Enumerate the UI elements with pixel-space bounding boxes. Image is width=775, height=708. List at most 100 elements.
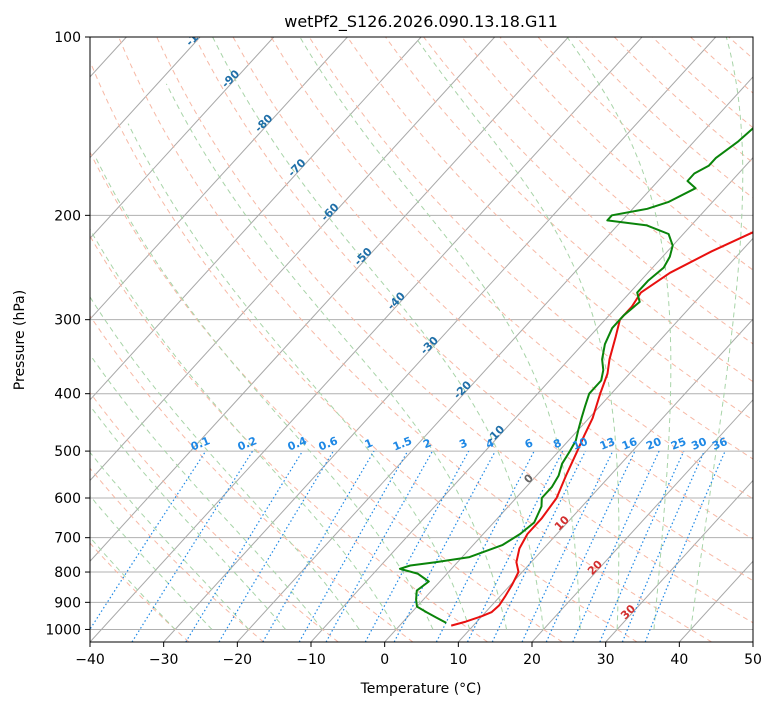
dry-adiabat	[90, 467, 264, 642]
isotherm-label: -70	[285, 156, 308, 179]
mixing-ratio-line	[185, 450, 304, 642]
dry-adiabat	[90, 391, 339, 642]
isotherm-line	[457, 318, 753, 642]
isotherm-line	[90, 37, 496, 482]
dry-adiabat	[728, 37, 753, 60]
mixing-ratio-label: 36	[710, 435, 729, 453]
dry-adiabat	[90, 314, 414, 642]
dry-adiabat	[90, 151, 563, 642]
mixing-ratio-line	[621, 450, 705, 642]
isotherm-line	[752, 641, 753, 642]
mixing-ratio-line	[325, 450, 434, 642]
isotherm-label: 10	[552, 513, 572, 533]
x-axis-label: Temperature (°C)	[360, 681, 482, 697]
mixing-ratio-line	[90, 450, 207, 631]
moist-adiabat	[414, 37, 620, 630]
inplot-labels: 0.1 0.2 0.4 0.6 1 1.5 2 3 4 6 8 10 13 16 20 25 30 36-100-…	[183, 37, 729, 666]
isotherm-label: -20	[451, 378, 474, 401]
mixing-ratio-line	[393, 450, 496, 642]
moist-adiabat	[90, 404, 286, 630]
x-tick-label: 40	[670, 652, 688, 668]
mixing-ratio-label: 30	[689, 435, 708, 453]
temperature-line	[450, 231, 753, 627]
isotherm-line	[90, 37, 422, 401]
mixing-ratio-label: 1	[363, 436, 375, 451]
dry-adiabat	[385, 37, 753, 383]
x-tick-label: −40	[75, 652, 105, 668]
mixing-ratio-line	[644, 450, 726, 642]
isotherm-line	[163, 37, 717, 642]
mixing-ratio-label: 20	[644, 435, 663, 453]
dry-adiabat	[690, 37, 753, 94]
mixing-ratio-line	[262, 450, 375, 642]
background-lines	[90, 37, 753, 642]
moist-adiabat	[90, 296, 360, 630]
y-axis-label: Pressure (hPa)	[12, 290, 28, 390]
y-tick-label: 1000	[45, 622, 81, 638]
dry-adiabat	[194, 37, 753, 582]
chart-title: wetPf2_S126.2026.090.13.18.G11	[284, 12, 558, 32]
series-lines	[398, 126, 753, 627]
axis-ticks: −40 −30 −20 −10 0 10 20 30 40 50 1000 900 800 700 600 5…	[45, 30, 762, 668]
isotherm-label: 40	[651, 646, 671, 666]
mixing-ratio-line	[466, 450, 564, 642]
y-tick-label: 200	[54, 208, 81, 224]
isotherm-label: -80	[252, 112, 275, 135]
mixing-ratio-line	[491, 450, 586, 642]
isotherm-line	[310, 156, 753, 642]
isotherm-line	[236, 76, 753, 642]
x-tick-label: 30	[597, 652, 615, 668]
dry-adiabat	[537, 37, 753, 235]
dry-adiabat	[270, 37, 753, 500]
plot-frame	[89, 36, 754, 643]
moist-adiabat	[127, 123, 471, 630]
y-tick-label: 900	[54, 595, 81, 611]
mixing-ratio-line	[131, 450, 254, 642]
moist-adiabat	[95, 157, 434, 630]
mixing-ratio-label: 3	[457, 436, 469, 451]
y-tick-label: 600	[54, 491, 81, 507]
x-tick-label: −30	[149, 652, 179, 668]
y-tick-label: 400	[54, 387, 81, 403]
dry-adiabat	[461, 37, 753, 308]
mixing-ratio-line	[218, 450, 334, 642]
x-tick-label: 0	[380, 652, 389, 668]
dry-adiabat	[90, 235, 488, 642]
isotherm-line	[90, 37, 348, 320]
mixing-ratio-line	[572, 450, 660, 642]
isotherm-line	[384, 237, 753, 642]
mixing-ratio-label: 6	[523, 436, 535, 451]
mixing-ratio-label: 8	[551, 436, 563, 451]
isotherm-line	[90, 37, 201, 159]
mixing-ratio-line	[364, 450, 470, 642]
isotherm-label: -50	[352, 245, 375, 268]
y-tick-label: 100	[54, 30, 81, 46]
y-tick-label: 300	[54, 313, 81, 329]
y-tick-label: 500	[54, 444, 81, 460]
moist-adiabat	[299, 37, 581, 630]
x-tick-label: 20	[523, 652, 541, 668]
mixing-ratio-label: 16	[620, 435, 639, 453]
isotherm-line	[90, 37, 643, 642]
dewpoint-line	[398, 126, 753, 624]
mixing-ratio-label: 10	[571, 435, 590, 453]
y-tick-label: 800	[54, 565, 81, 581]
x-tick-label: 50	[744, 652, 762, 668]
x-tick-label: −10	[296, 652, 326, 668]
isotherm-line	[90, 37, 275, 240]
moist-adiabat	[90, 451, 250, 630]
x-tick-label: −20	[223, 652, 253, 668]
moist-adiabat	[90, 353, 323, 630]
dry-adiabat	[90, 542, 190, 642]
moist-adiabat	[566, 37, 672, 630]
isotherm-line	[531, 399, 753, 642]
moist-adiabat	[690, 37, 744, 630]
isotherm-label: -30	[418, 334, 441, 357]
dry-adiabat	[90, 60, 638, 642]
mixing-ratio-label: 2	[421, 436, 433, 451]
mixing-ratio-label: 25	[669, 435, 688, 453]
dry-adiabat	[156, 37, 753, 624]
mixing-ratio-label: 13	[598, 435, 617, 453]
isotherm-label: 30	[618, 602, 638, 622]
